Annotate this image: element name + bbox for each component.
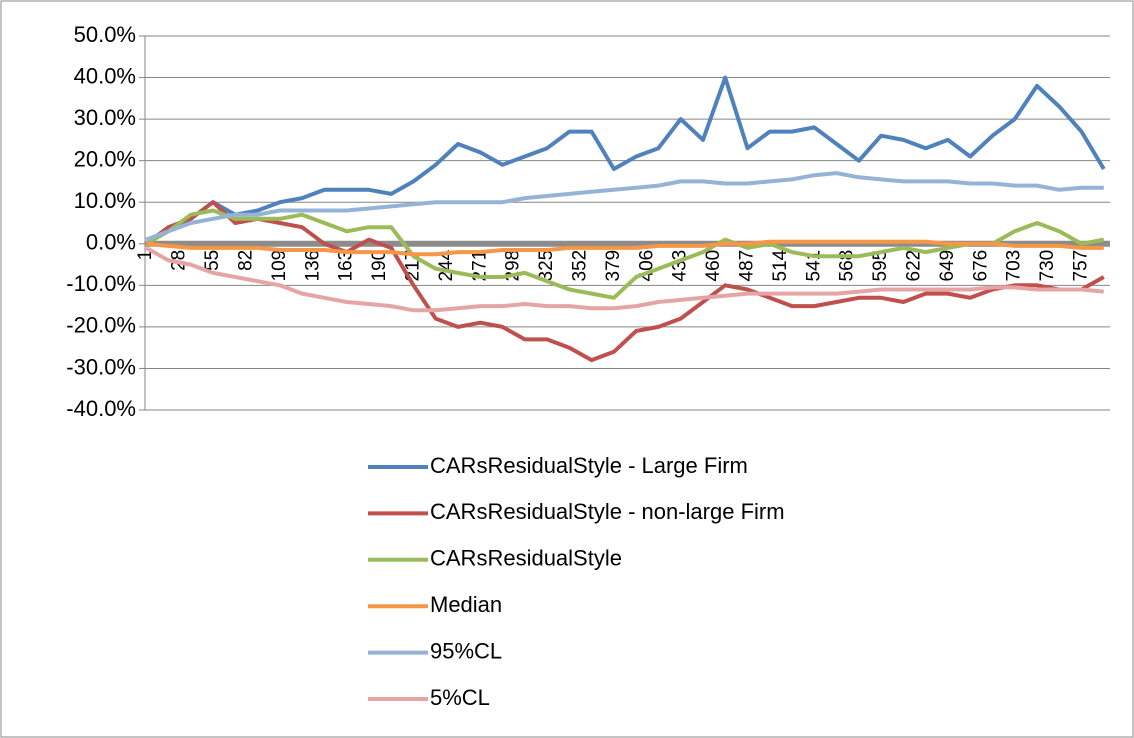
series-line [146,239,1104,257]
x-tick-label: 352 [570,250,591,282]
x-tick-label: 514 [770,249,791,281]
x-tick-label: 109 [269,250,290,282]
x-tick-label: 325 [536,250,557,282]
x-tick-label: 757 [1071,250,1092,282]
x-tick-label: 379 [603,250,624,282]
x-tick-label: 55 [202,250,223,271]
y-tick-label: 30.0% [74,105,136,130]
y-tick-label: 40.0% [74,63,136,88]
x-tick-label: 460 [703,250,724,282]
series-line [145,171,1104,242]
x-tick-label: 28 [169,250,190,271]
y-tick-label: 10.0% [74,188,136,213]
x-tick-label: 622 [904,250,925,282]
y-tick-label: -10.0% [66,271,136,296]
series-line [145,200,1105,363]
x-tick-label: 730 [1037,250,1058,282]
x-tick-label: 487 [737,250,758,282]
x-tick-label: 433 [670,250,691,282]
legend-label: CARsResidualStyle [430,546,622,571]
legend-label: 5%CL [430,685,490,710]
legend-label: 95%CL [430,638,502,663]
x-tick-label: 676 [970,250,991,282]
series-line [145,246,1104,313]
x-tick-label: 163 [336,250,357,282]
y-tick-label: 20.0% [74,146,136,171]
x-tick-label: 649 [937,250,958,282]
x-tick-label: 1 [135,250,156,261]
y-tick-label: -30.0% [66,354,136,379]
x-tick-label: 136 [302,250,323,282]
y-tick-label: -40.0% [66,396,136,421]
y-tick-label: 0.0% [86,230,136,255]
legend-label: CARsResidualStyle - non-large Firm [430,499,785,524]
x-tick-label: 703 [1004,250,1025,282]
x-tick-label: 271 [469,250,490,282]
x-tick-label: 595 [870,250,891,282]
x-tick-label: 190 [369,250,390,282]
series-line [145,75,1106,246]
y-tick-label: -20.0% [66,313,136,338]
y-tick-label: 50.0% [74,22,136,47]
legend-label: CARsResidualStyle - Large Firm [430,453,748,478]
legend-label: Median [430,592,502,617]
series-line [145,208,1105,300]
x-tick-label: 82 [235,250,256,271]
